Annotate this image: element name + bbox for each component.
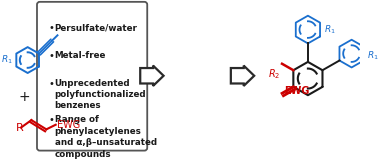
Polygon shape: [140, 66, 164, 86]
Text: $R_1$: $R_1$: [324, 23, 336, 36]
Text: •: •: [48, 23, 54, 33]
Text: Range of
phenylacetylenes
and α,β–unsaturated
compounds: Range of phenylacetylenes and α,β–unsatu…: [55, 115, 157, 159]
Text: $R_1$: $R_1$: [1, 54, 13, 66]
Text: Metal-free: Metal-free: [55, 51, 106, 60]
Polygon shape: [231, 66, 254, 86]
Text: EWG: EWG: [284, 85, 309, 96]
Text: +: +: [18, 90, 30, 104]
FancyBboxPatch shape: [37, 2, 147, 151]
Text: •: •: [48, 51, 54, 61]
Text: EWG: EWG: [57, 120, 80, 130]
Text: Unprecedented
polyfunctionalized
benzenes: Unprecedented polyfunctionalized benzene…: [55, 79, 146, 110]
Text: •: •: [48, 115, 54, 126]
Text: Persulfate/water: Persulfate/water: [55, 23, 138, 32]
Text: R: R: [15, 122, 23, 132]
Text: $R_2$: $R_2$: [268, 67, 280, 81]
Text: $R_1$: $R_1$: [367, 49, 378, 62]
Text: •: •: [48, 79, 54, 89]
